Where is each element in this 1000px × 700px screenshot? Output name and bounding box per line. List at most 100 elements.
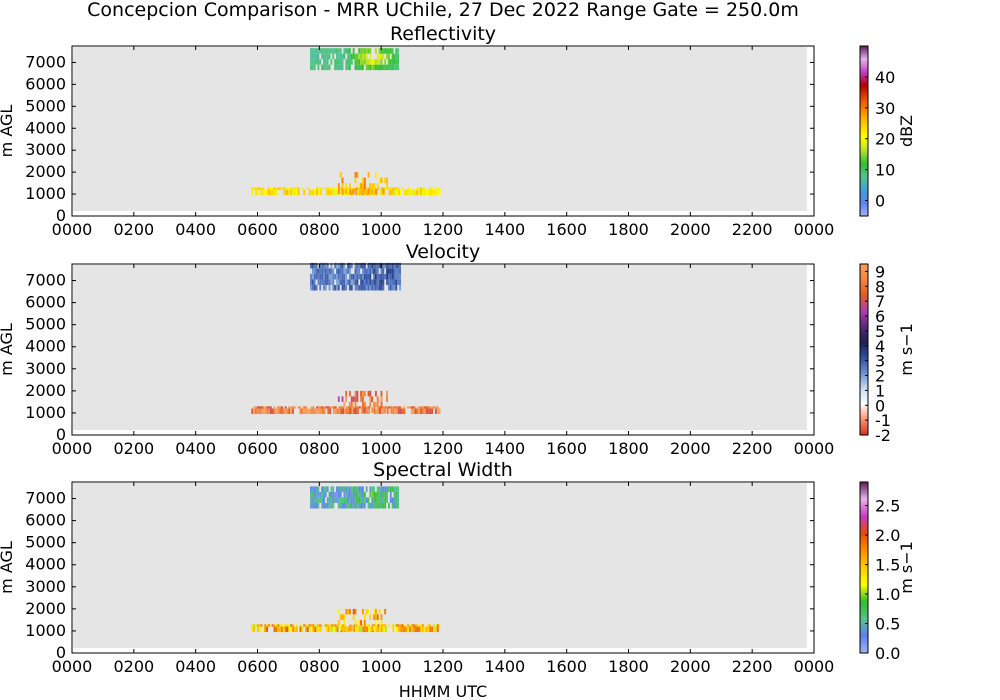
colorbar-tick-label: 1.5 [875, 556, 900, 575]
data-cell [368, 408, 371, 415]
data-cell [351, 187, 354, 190]
data-cell [420, 408, 422, 415]
data-cell [279, 624, 281, 627]
data-cell [418, 187, 421, 190]
colorbar-tick-label: 0.0 [875, 644, 900, 663]
data-cell [387, 53, 390, 60]
data-cell [328, 497, 331, 503]
data-cell [384, 262, 387, 269]
data-cell [311, 497, 314, 503]
data-cell [358, 183, 361, 189]
data-cell [362, 608, 364, 615]
data-cell [408, 406, 411, 409]
data-cell [343, 284, 346, 291]
data-cell [329, 187, 332, 190]
data-cell [368, 624, 371, 627]
data-cell [321, 268, 324, 274]
data-cell [256, 189, 259, 196]
data-cell [311, 279, 314, 285]
data-cell [389, 279, 392, 285]
data-cell [358, 502, 361, 509]
data-cell [303, 624, 306, 627]
data-cell [328, 53, 331, 60]
data-cell [369, 491, 372, 498]
data-cell [345, 279, 348, 285]
data-cell [374, 491, 377, 498]
data-cell [330, 59, 333, 65]
y-tick-label: 2000 [25, 381, 66, 400]
data-cell [416, 187, 419, 190]
data-cell [376, 284, 379, 291]
data-cell [277, 187, 280, 190]
data-cell [336, 273, 338, 280]
data-cell [275, 189, 278, 196]
data-cell [310, 64, 312, 71]
data-cell [360, 406, 363, 409]
x-tick-label: 1200 [423, 439, 464, 458]
data-cell [341, 497, 344, 503]
data-cell [337, 497, 340, 503]
data-cell [393, 486, 396, 492]
data-cell [354, 619, 357, 626]
data-cell [310, 626, 313, 633]
data-cell [260, 624, 263, 627]
data-cell [374, 273, 377, 280]
data-cell [312, 189, 315, 196]
data-cell [330, 48, 333, 54]
data-cell [311, 491, 314, 498]
data-cell [367, 48, 370, 54]
data-cell [329, 408, 332, 415]
data-cell [311, 284, 314, 291]
data-cell [395, 279, 398, 285]
data-cell [339, 497, 342, 503]
data-cell [384, 48, 387, 54]
data-cell [412, 189, 415, 196]
data-cell [399, 284, 401, 291]
data-cell [275, 624, 278, 627]
data-cell [323, 273, 325, 280]
data-cell [362, 486, 364, 492]
data-cell [354, 177, 357, 184]
data-cell [373, 407, 375, 413]
y-tick-label: 1000 [25, 184, 66, 203]
data-cell [351, 189, 354, 196]
data-cell [351, 408, 354, 415]
data-cell [376, 497, 379, 503]
data-cell [315, 262, 318, 269]
data-cell [351, 406, 354, 409]
data-cell [328, 64, 331, 71]
data-cell [387, 284, 390, 291]
data-cell [269, 408, 272, 415]
data-cell [397, 48, 400, 54]
data-cell [349, 401, 351, 408]
data-cell [329, 624, 332, 627]
data-cell [313, 497, 316, 503]
data-cell [354, 284, 357, 291]
data-cell [317, 64, 320, 71]
data-cell [328, 502, 331, 509]
data-cell [327, 189, 330, 196]
colorbar-tick-label: 3 [875, 352, 885, 371]
data-cell [313, 262, 316, 269]
data-cell [345, 608, 348, 615]
data-cell [365, 53, 368, 60]
data-cell [365, 279, 368, 285]
data-cell [378, 502, 381, 509]
data-cell [339, 486, 342, 492]
data-cell [429, 187, 432, 190]
data-cell [290, 406, 293, 409]
data-cell [345, 396, 348, 402]
data-cell [393, 59, 396, 65]
data-cell [323, 262, 325, 269]
data-cell [341, 183, 344, 189]
data-cell [383, 408, 385, 415]
data-cell [360, 64, 362, 71]
data-cell [311, 64, 314, 71]
data-cell [401, 187, 404, 190]
data-cell [366, 626, 369, 633]
data-cell [313, 502, 316, 509]
data-cell [356, 59, 359, 65]
data-cell [397, 187, 400, 190]
data-cell [321, 187, 324, 190]
x-tick-label: 1200 [423, 220, 464, 239]
